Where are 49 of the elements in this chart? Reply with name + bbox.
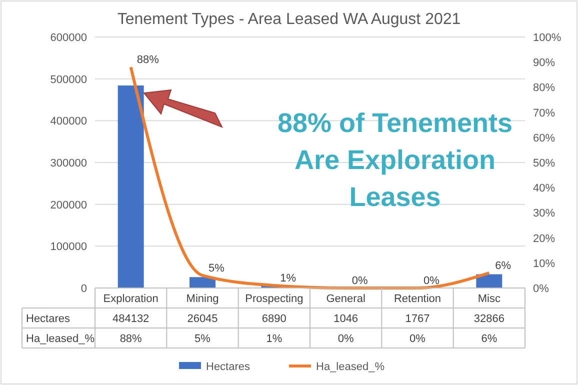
x-tick-label: Prospecting: [245, 293, 304, 305]
data-label: 0%: [410, 333, 426, 345]
y-tick-label: 400000: [50, 116, 87, 128]
data-label: 1767: [405, 313, 430, 325]
data-label: 88%: [120, 333, 142, 345]
y2-tick-label: 0%: [533, 283, 550, 295]
y2-tick-label: 10%: [533, 258, 556, 270]
y2-tick-label: 50%: [533, 158, 556, 170]
data-label: 5%: [194, 333, 211, 345]
text: 0%: [424, 275, 440, 287]
text: 0%: [352, 275, 368, 287]
y2-tick-label: 40%: [533, 182, 556, 195]
chart-title: Tenement Types - Area Leased WA August 2021: [117, 11, 461, 28]
y2-tick-label: 80%: [533, 82, 556, 94]
annotation: 88% of Tenements Are Exploration Leases: [277, 108, 513, 212]
y-tick-label: 300000: [50, 158, 87, 170]
data-label: 0%: [338, 333, 354, 345]
x-tick-label: Misc: [478, 293, 501, 305]
bar: [118, 85, 144, 288]
data-label: 6890: [262, 313, 286, 325]
y2-tick-label: 70%: [533, 107, 556, 120]
y-tick-label: 500000: [50, 74, 87, 86]
legend-label: Hectares: [206, 361, 251, 373]
data-label: 26045: [187, 313, 218, 325]
data-label: 32866: [474, 313, 504, 325]
x-tick-label: Retention: [394, 293, 442, 305]
y-tick-label: 200000: [50, 199, 87, 212]
data-label: 1046: [334, 313, 358, 325]
data-label: 484132: [112, 313, 150, 325]
text: 1%: [280, 272, 296, 284]
text: Hectares: [26, 313, 70, 325]
data-label: 1%: [266, 333, 282, 345]
x-tick-label: General: [326, 293, 366, 305]
text: 6%: [495, 260, 512, 272]
x-tick-label: Mining: [186, 293, 219, 305]
y2-tick-label: 30%: [533, 208, 556, 220]
data-label: 6%: [481, 333, 498, 345]
y-tick-label: 0: [80, 283, 87, 295]
y2-tick-label: 100%: [533, 32, 562, 44]
text: 88%: [136, 54, 159, 66]
y2-tick-label: 90%: [533, 57, 556, 70]
text: 5%: [208, 262, 224, 274]
text: Ha_leased_%: [26, 333, 94, 345]
x-tick-label: Exploration: [103, 293, 158, 305]
legend-label: Ha_leased_%: [316, 361, 385, 373]
y2-tick-label: 60%: [533, 132, 556, 144]
y-tick-label: 100000: [50, 241, 87, 254]
y-tick-label: 600000: [50, 32, 87, 44]
y2-tick-label: 20%: [533, 232, 556, 245]
